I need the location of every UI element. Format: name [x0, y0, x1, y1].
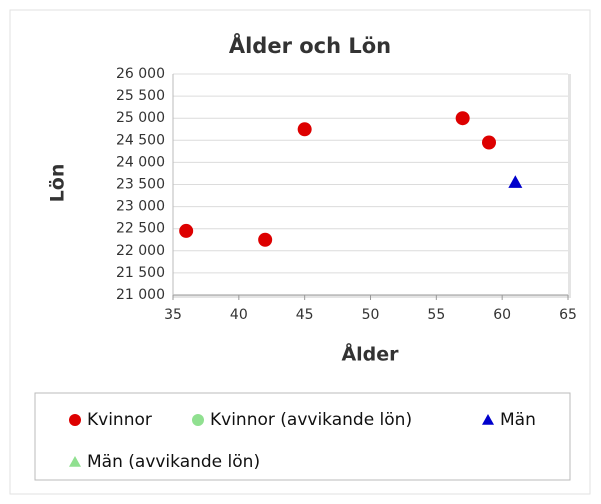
y-axis-label: Lön — [47, 164, 69, 203]
point — [508, 175, 523, 188]
point — [482, 135, 496, 150]
y-tick-label: 22 500 — [116, 221, 165, 237]
point — [455, 111, 470, 126]
y-tick-label: 23 000 — [116, 199, 165, 215]
y-tick-label: 25 000 — [116, 110, 165, 126]
legend — [34, 392, 571, 481]
point — [258, 232, 273, 247]
legend-marker — [482, 414, 494, 425]
x-tick-label: 35 — [164, 307, 182, 323]
legend-marker — [69, 456, 81, 467]
point — [179, 223, 194, 238]
x-tick-label: 60 — [493, 307, 511, 323]
y-tick-label: 26 000 — [116, 66, 165, 82]
y-tick-label: 23 500 — [116, 177, 165, 193]
chart-title: Ålder och Lön — [229, 33, 391, 58]
legend-label: Kvinnor (avvikande lön) — [210, 410, 412, 430]
legend-label: Kvinnor — [87, 410, 152, 430]
y-tick-label: 25 500 — [116, 88, 165, 104]
y-tick-label: 24 500 — [116, 132, 165, 148]
y-tick-label: 24 000 — [116, 154, 165, 170]
x-axis-label: Ålder — [341, 342, 399, 366]
legend-marker — [192, 414, 204, 426]
x-tick-label: 65 — [559, 307, 577, 323]
plot-area — [170, 71, 568, 295]
legend-label: Män — [500, 410, 536, 430]
legend-label: Män (avvikande lön) — [87, 452, 260, 472]
x-tick-label: 45 — [296, 307, 314, 323]
y-tick-label: 22 000 — [116, 243, 165, 259]
legend-marker — [69, 414, 81, 426]
x-tick-label: 55 — [427, 307, 445, 323]
x-tick-label: 50 — [362, 307, 380, 323]
y-tick-label: 21 500 — [116, 265, 165, 281]
x-tick-label: 40 — [230, 307, 248, 323]
point — [297, 122, 312, 137]
y-tick-label: 21 000 — [116, 287, 165, 303]
